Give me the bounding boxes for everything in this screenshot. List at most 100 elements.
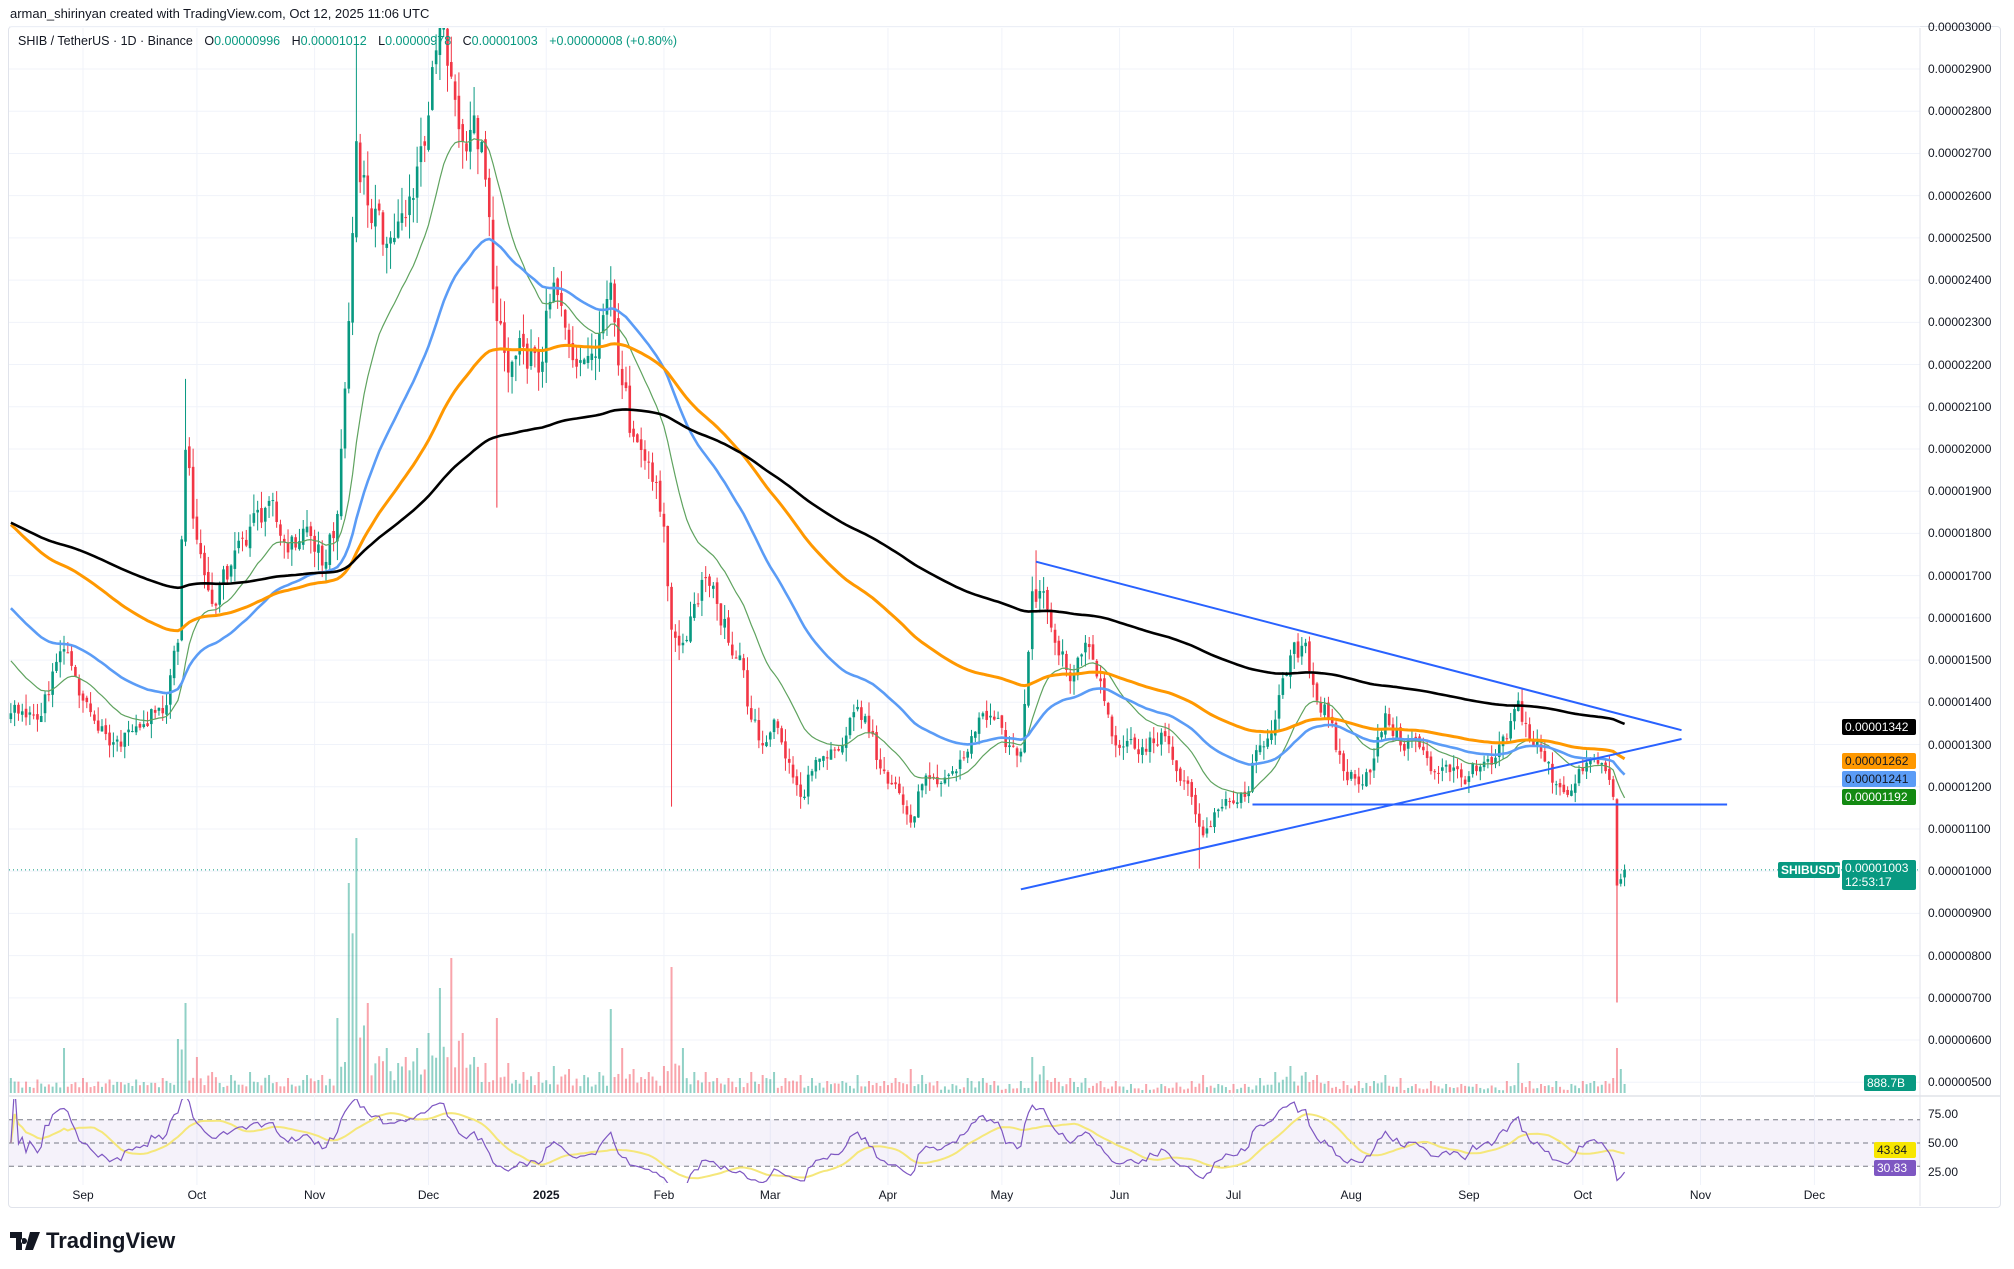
candles bbox=[9, 28, 1626, 1003]
candle-body bbox=[1000, 715, 1004, 728]
candle-body bbox=[358, 142, 362, 183]
volume-bar bbox=[765, 1078, 768, 1093]
candle-body bbox=[1209, 826, 1213, 828]
candle-body bbox=[412, 198, 415, 200]
symbol-title[interactable]: SHIB / TetherUS · 1D · Binance bbox=[18, 34, 193, 48]
volume-bar bbox=[264, 1077, 267, 1093]
candle-body bbox=[1171, 746, 1175, 760]
candle-body bbox=[1300, 645, 1304, 657]
volume-bar bbox=[112, 1084, 115, 1093]
volume-bar bbox=[108, 1079, 111, 1093]
candle-body bbox=[1141, 747, 1144, 755]
volume-bar bbox=[123, 1084, 126, 1093]
volume-bar bbox=[1559, 1086, 1562, 1093]
candle-body bbox=[172, 650, 176, 679]
candle-body bbox=[282, 538, 286, 543]
volume-bar bbox=[192, 1077, 195, 1093]
time-axis-label: Jul bbox=[1225, 1188, 1242, 1202]
price-axis-label: 0.00000600 bbox=[1928, 1033, 1992, 1048]
volume-bar bbox=[25, 1081, 28, 1093]
volume-bar bbox=[1600, 1084, 1603, 1093]
volume-bar bbox=[1103, 1087, 1106, 1093]
volume-bar bbox=[1391, 1086, 1394, 1093]
volume-bar bbox=[1357, 1081, 1360, 1093]
volume-bar bbox=[1300, 1075, 1303, 1093]
volume-bar bbox=[1608, 1083, 1611, 1093]
candle-body bbox=[1505, 738, 1509, 740]
trendlines[interactable] bbox=[9, 560, 1920, 891]
candle-body bbox=[70, 651, 73, 666]
candle-body bbox=[161, 707, 165, 714]
candle-body bbox=[1057, 640, 1061, 656]
candle-body bbox=[351, 233, 354, 323]
tradingview-wordmark: TradingView bbox=[46, 1228, 176, 1253]
volume-bar bbox=[955, 1085, 958, 1093]
volume-bars bbox=[9, 838, 1626, 1093]
volume-bar bbox=[378, 1056, 381, 1093]
volume-bar bbox=[1038, 1074, 1041, 1093]
volume-bar bbox=[1615, 1048, 1618, 1093]
volume-bar bbox=[1148, 1089, 1151, 1093]
candle-body bbox=[1334, 722, 1338, 750]
close-label: C bbox=[462, 34, 472, 48]
candle-body bbox=[1611, 779, 1615, 797]
moving-averages bbox=[9, 138, 1626, 799]
volume-bar bbox=[1095, 1083, 1098, 1093]
candle-body bbox=[1281, 678, 1285, 695]
volume-bar bbox=[890, 1082, 893, 1093]
candle-body bbox=[1198, 813, 1201, 827]
candle-body bbox=[973, 731, 977, 738]
volume-bar bbox=[40, 1083, 43, 1093]
candle-body bbox=[1315, 683, 1319, 701]
candle-body bbox=[298, 541, 301, 550]
candle-body bbox=[1190, 782, 1194, 797]
open-value: 0.00000996 bbox=[214, 34, 281, 48]
time-axis-label: Oct bbox=[1573, 1188, 1593, 1202]
candle-body bbox=[112, 742, 115, 745]
candle-body bbox=[1460, 769, 1463, 778]
low-label: L bbox=[378, 34, 386, 48]
volume-bar bbox=[374, 1063, 377, 1093]
candle-body bbox=[1346, 771, 1349, 781]
candle-body bbox=[996, 717, 1000, 719]
volume-bar bbox=[28, 1086, 31, 1093]
volume-bar bbox=[568, 1069, 571, 1093]
candle-body bbox=[286, 543, 290, 553]
candle-body bbox=[115, 739, 119, 742]
volume-bar bbox=[218, 1082, 221, 1093]
tradingview-logo[interactable]: TradingView bbox=[10, 1228, 175, 1254]
candle-body bbox=[1532, 740, 1535, 746]
candle-body bbox=[355, 141, 358, 238]
volume-bar bbox=[549, 1084, 552, 1093]
candle-body bbox=[1292, 642, 1296, 654]
candle-body bbox=[1106, 702, 1110, 715]
volume-bar bbox=[1316, 1075, 1319, 1093]
candle-body bbox=[1478, 766, 1482, 772]
volume-bar bbox=[978, 1081, 981, 1093]
volume-bar bbox=[833, 1083, 836, 1093]
candle-body bbox=[313, 535, 316, 552]
candle-body bbox=[1099, 678, 1102, 682]
candle-body bbox=[1217, 809, 1220, 812]
volume-bar bbox=[1152, 1089, 1155, 1093]
volume-bar bbox=[856, 1075, 859, 1093]
candle-body bbox=[218, 585, 221, 605]
time-axis-label: Nov bbox=[1689, 1188, 1712, 1202]
volume-bar bbox=[1270, 1084, 1273, 1093]
ma200-price-tag: 0.00001342 bbox=[1842, 718, 1916, 735]
candle-body bbox=[1046, 589, 1049, 610]
candle-body bbox=[966, 751, 970, 758]
candle-body bbox=[1547, 761, 1550, 764]
volume-bar bbox=[799, 1075, 802, 1093]
volume-bar bbox=[1464, 1085, 1467, 1093]
candle-body bbox=[1254, 750, 1258, 762]
candle-body bbox=[1342, 753, 1345, 772]
volume-bar bbox=[1069, 1078, 1072, 1093]
candle-body bbox=[567, 329, 571, 347]
candle-body bbox=[727, 617, 730, 643]
volume-bar bbox=[792, 1080, 795, 1093]
volume-bar bbox=[457, 1040, 460, 1093]
candle-body bbox=[795, 776, 799, 786]
candle-body bbox=[184, 449, 187, 542]
